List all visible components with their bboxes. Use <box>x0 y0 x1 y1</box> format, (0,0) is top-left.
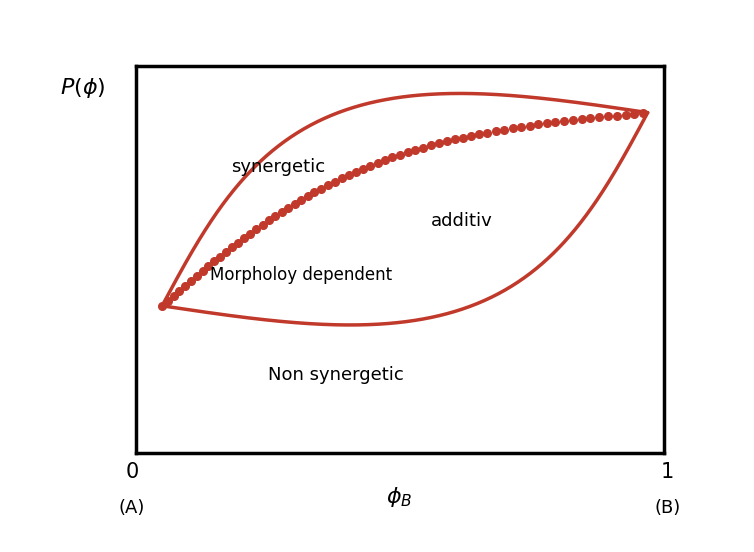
Text: additiv: additiv <box>431 212 493 230</box>
Text: $P(\phi)$: $P(\phi)$ <box>60 76 106 100</box>
Text: $\phi_B$: $\phi_B$ <box>387 485 412 509</box>
Text: (B): (B) <box>654 499 680 517</box>
Text: (A): (A) <box>119 499 145 517</box>
Text: Non synergetic: Non synergetic <box>268 367 403 384</box>
Text: Morpholoy dependent: Morpholoy dependent <box>210 266 392 284</box>
Text: synergetic: synergetic <box>231 158 325 176</box>
Text: 0: 0 <box>125 462 139 482</box>
Text: 1: 1 <box>661 462 674 482</box>
